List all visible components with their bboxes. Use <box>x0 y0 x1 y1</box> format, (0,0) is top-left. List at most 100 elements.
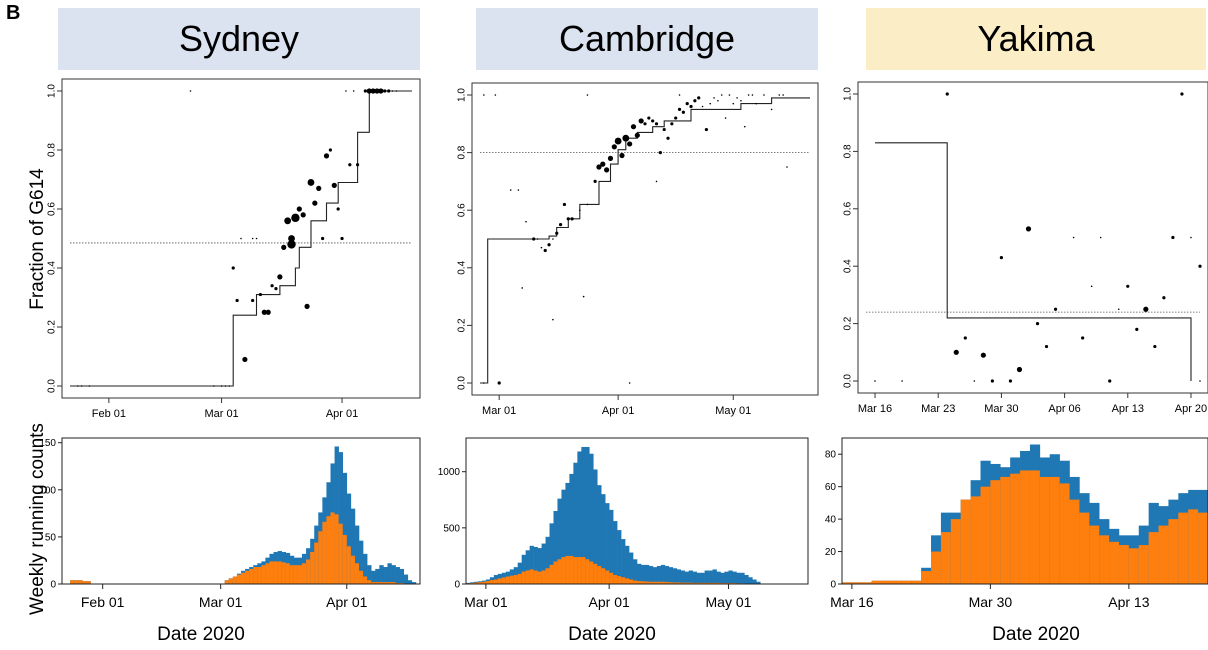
data-point-cambridge <box>678 94 681 96</box>
bar-orange-cambridge <box>525 570 530 584</box>
bar-orange-yakima <box>921 571 932 584</box>
data-point-yakima <box>874 380 876 382</box>
data-point-sydney <box>328 148 332 152</box>
bar-orange-yakima <box>1158 525 1169 584</box>
bar-orange-yakima <box>1188 509 1199 584</box>
x-tick-label-yakima: Apr 13 <box>1112 403 1144 415</box>
bar-total-cambridge <box>704 570 709 584</box>
y-tick-label-cambridge: 0.8 <box>457 145 468 159</box>
data-point-cambridge <box>555 231 559 235</box>
x-axis-label-yakima: Date 2020 <box>992 624 1080 645</box>
data-point-yakima <box>1044 344 1049 349</box>
y-tick-label-yakima: 0.6 <box>843 201 854 215</box>
bar-orange-yakima <box>1089 525 1100 584</box>
bar-orange-sydney <box>375 582 380 584</box>
data-point-cambridge <box>582 295 585 298</box>
data-point-yakima <box>945 92 949 96</box>
bar-orange-cambridge <box>581 557 586 584</box>
bar-orange-cambridge <box>577 557 582 584</box>
data-point-sydney <box>212 385 215 387</box>
bar-orange-cambridge <box>629 579 634 584</box>
bar-total-sydney <box>350 508 356 584</box>
data-point-cambridge <box>693 99 697 103</box>
bar-orange-yakima <box>940 532 952 584</box>
step-fit-line-yakima <box>875 142 1192 381</box>
bar-orange-sydney <box>310 551 315 584</box>
data-point-cambridge <box>614 137 622 145</box>
bar-orange-yakima <box>1059 483 1070 584</box>
data-point-yakima <box>1180 92 1184 96</box>
data-point-cambridge <box>611 144 617 150</box>
bar-orange-cambridge <box>561 557 566 584</box>
bar-total-cambridge <box>656 566 662 584</box>
data-point-sydney <box>321 236 325 241</box>
data-point-yakima <box>1171 235 1175 240</box>
data-point-cambridge <box>670 122 674 126</box>
x-tick-label-cambridge: Apr 01 <box>589 594 630 610</box>
bar-orange-cambridge <box>664 581 670 584</box>
bar-total-sydney <box>342 472 348 584</box>
bar-total-cambridge <box>752 579 757 584</box>
hist-frame-sydney <box>61 437 421 585</box>
x-tick-label-sydney: Apr 01 <box>326 594 367 610</box>
data-point-cambridge <box>740 99 742 102</box>
bar-total-cambridge <box>625 545 630 584</box>
bar-total-cambridge <box>605 503 610 584</box>
bar-orange-sydney <box>265 563 270 584</box>
bar-orange-sydney <box>318 531 323 584</box>
data-point-yakima <box>1016 366 1023 373</box>
bar-total-cambridge <box>724 571 729 584</box>
data-point-cambridge <box>666 136 670 140</box>
bar-orange-cambridge <box>521 571 526 584</box>
bar-orange-sydney <box>82 581 87 584</box>
bar-total-sydney <box>411 582 417 584</box>
bar-total-cambridge <box>517 562 522 584</box>
bar-orange-cambridge <box>621 577 626 584</box>
bar-total-cambridge <box>581 446 586 584</box>
data-point-sydney <box>80 385 83 387</box>
data-point-yakima <box>1199 380 1201 382</box>
y-tick-label-cambridge: 1000 <box>438 467 461 478</box>
data-point-sydney <box>284 217 292 225</box>
bar-total-cambridge <box>561 489 566 584</box>
data-point-sydney <box>255 237 258 240</box>
data-point-yakima <box>1035 322 1040 326</box>
y-tick-label-sydney: 0 <box>50 580 56 591</box>
y-tick-label-yakima: 1.0 <box>843 87 854 101</box>
data-point-sydney <box>323 153 330 159</box>
x-tick-label-yakima: Apr 06 <box>1048 403 1080 415</box>
data-point-sydney <box>281 244 287 250</box>
data-point-sydney <box>270 284 274 288</box>
bar-orange-cambridge <box>569 555 574 584</box>
data-point-yakima <box>1053 307 1058 311</box>
bar-orange-sydney <box>387 582 392 584</box>
bar-orange-sydney <box>249 568 254 584</box>
bar-orange-cambridge <box>640 581 646 584</box>
bar-orange-yakima <box>871 580 882 584</box>
bar-total-cambridge <box>676 569 682 584</box>
bar-total-cambridge <box>529 545 534 584</box>
bar-total-cambridge <box>553 511 558 584</box>
bar-orange-cambridge <box>537 571 542 584</box>
y-tick-label-cambridge: 0.4 <box>457 260 468 274</box>
data-point-cambridge <box>743 125 746 128</box>
bar-orange-cambridge <box>704 582 709 584</box>
data-point-cambridge <box>483 94 485 96</box>
bar-orange-cambridge <box>660 581 666 584</box>
city-title-cambridge: Cambridge <box>476 8 818 70</box>
bar-total-sydney <box>383 567 388 584</box>
data-point-cambridge <box>736 97 738 99</box>
bar-total-cambridge <box>629 552 634 584</box>
bar-orange-cambridge <box>688 582 693 584</box>
data-point-cambridge <box>604 167 610 173</box>
data-point-cambridge <box>681 110 685 114</box>
bar-total-sydney <box>403 574 409 584</box>
data-point-yakima <box>999 255 1004 260</box>
bar-orange-sydney <box>78 580 83 584</box>
x-tick-label-cambridge: May 01 <box>715 405 751 417</box>
data-point-cambridge <box>525 220 527 223</box>
bar-orange-cambridge <box>481 581 487 584</box>
y-tick-label-sydney: 0.6 <box>47 202 58 216</box>
data-point-sydney <box>189 90 192 92</box>
